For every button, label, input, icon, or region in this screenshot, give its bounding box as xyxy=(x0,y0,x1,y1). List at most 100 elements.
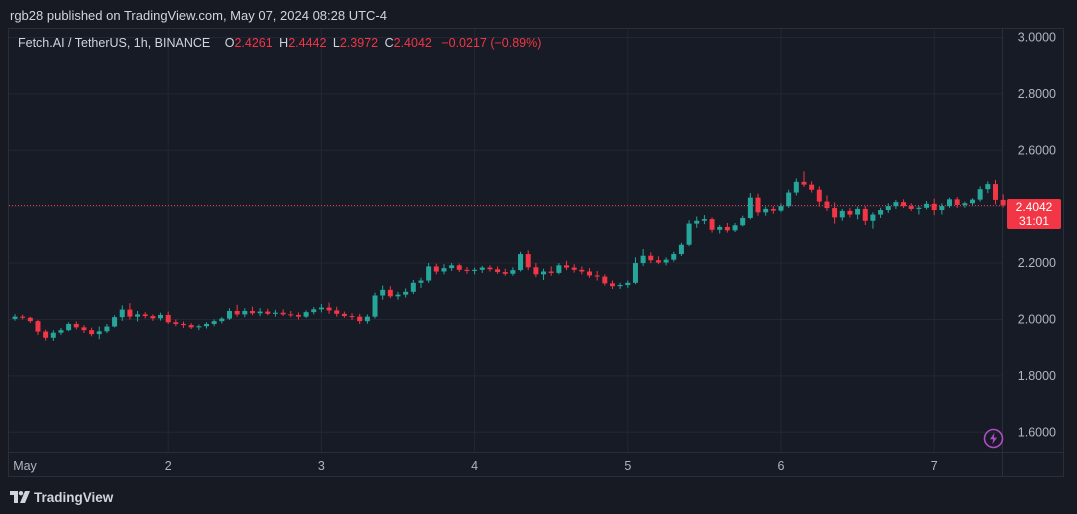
candle-body xyxy=(533,267,539,275)
high-label: H xyxy=(279,36,289,50)
tradingview-logo-icon xyxy=(10,491,30,503)
candle-body xyxy=(594,275,600,277)
candle-body xyxy=(96,331,102,335)
candle-body xyxy=(740,217,746,226)
candle-body xyxy=(119,309,125,318)
candle-body xyxy=(809,184,815,190)
open-value: 2.4261 xyxy=(234,36,273,50)
candle-body xyxy=(479,267,485,270)
candle-body xyxy=(939,206,945,211)
y-tick-label: 2.6000 xyxy=(1018,143,1056,157)
candle-body xyxy=(188,325,194,328)
candle-body xyxy=(648,255,654,261)
candle-body xyxy=(380,289,386,296)
candle-body xyxy=(81,327,87,331)
x-tick-label: 4 xyxy=(471,459,478,473)
candle-body xyxy=(403,291,409,295)
candle-body xyxy=(617,285,623,287)
candle-body xyxy=(311,309,317,313)
candle-body xyxy=(142,314,148,317)
candle-body xyxy=(303,312,309,317)
candle-body xyxy=(502,272,508,274)
x-tick-label: 6 xyxy=(778,459,785,473)
y-tick-label: 3.0000 xyxy=(1018,30,1056,44)
candle-body xyxy=(862,208,868,221)
lightning-icon[interactable] xyxy=(983,428,1004,449)
candle-body xyxy=(211,321,217,324)
candle-body xyxy=(916,207,922,209)
candle-body xyxy=(609,283,615,287)
candle-body xyxy=(135,314,141,317)
x-tick-label: 3 xyxy=(318,459,325,473)
candle-body xyxy=(387,289,393,297)
symbol-legend[interactable]: Fetch.AI / TetherUS, 1h, BINANCE O2.4261… xyxy=(18,36,541,50)
candle-body xyxy=(587,271,592,276)
candle-body xyxy=(219,318,225,322)
candle-body xyxy=(732,225,738,231)
published-info: rgb28 published on TradingView.com, May … xyxy=(10,8,387,23)
candle-body xyxy=(801,181,807,185)
candle-body xyxy=(717,226,723,230)
high-value: 2.4442 xyxy=(288,36,327,50)
brand-name: TradingView xyxy=(34,489,114,505)
candle-body xyxy=(839,210,845,218)
candle-body xyxy=(632,263,638,283)
candle-body xyxy=(977,189,983,200)
candle-body xyxy=(885,206,891,211)
low-label: L xyxy=(332,36,340,50)
candle-body xyxy=(655,260,661,263)
candle-body xyxy=(724,226,730,231)
top-bar: rgb28 published on TradingView.com, May … xyxy=(0,0,1077,30)
chart-frame[interactable] xyxy=(8,28,1064,477)
candle-body xyxy=(855,208,861,215)
change-value: −0.0217 (−0.89%) xyxy=(441,36,542,50)
candle-body xyxy=(173,322,179,324)
candle-body xyxy=(548,271,554,273)
candle-body xyxy=(832,208,838,218)
candle-body xyxy=(464,269,470,271)
open-label: O xyxy=(224,36,235,50)
candle-body xyxy=(510,270,516,274)
x-tick-label: 7 xyxy=(931,459,938,473)
candle-body xyxy=(288,314,294,316)
symbol-name[interactable]: Fetch.AI / TetherUS, 1h, BINANCE xyxy=(18,36,211,50)
candle-body xyxy=(763,208,769,213)
candle-body xyxy=(992,184,998,200)
y-tick-label: 2.8000 xyxy=(1018,87,1056,101)
candle-body xyxy=(518,254,524,271)
candle-body xyxy=(272,312,278,314)
candle-body xyxy=(418,280,424,283)
candle-body xyxy=(770,208,776,211)
candle-body xyxy=(579,269,585,272)
candle-body xyxy=(985,184,991,190)
candle-body xyxy=(165,314,171,323)
candle-body xyxy=(678,244,684,255)
footer[interactable]: TradingView xyxy=(10,488,113,506)
candle-body xyxy=(686,223,692,245)
y-tick-label: 1.8000 xyxy=(1018,369,1056,383)
x-tick-label: 2 xyxy=(165,459,172,473)
candle-body xyxy=(50,332,56,338)
close-label: C xyxy=(384,36,394,50)
candle-body xyxy=(954,199,960,205)
x-tick-label: 5 xyxy=(624,459,631,473)
candle-body xyxy=(564,265,570,268)
candle-body xyxy=(947,199,953,207)
y-tick-label: 1.6000 xyxy=(1018,425,1056,439)
candle-body xyxy=(625,282,631,286)
candle-body xyxy=(816,189,822,202)
candle-body xyxy=(104,326,110,332)
candle-body xyxy=(27,317,33,322)
candle-body xyxy=(73,323,79,328)
candle-body xyxy=(334,310,340,314)
candle-body xyxy=(357,316,363,322)
candle-body xyxy=(449,265,455,269)
candle-body xyxy=(709,219,715,230)
candle-body xyxy=(341,313,347,317)
y-tick-label: 2.2000 xyxy=(1018,256,1056,270)
candle-body xyxy=(280,312,286,315)
candle-body xyxy=(893,202,899,207)
last-price: 2.4042 xyxy=(1015,200,1053,214)
y-tick-label: 2.0000 xyxy=(1018,312,1056,326)
